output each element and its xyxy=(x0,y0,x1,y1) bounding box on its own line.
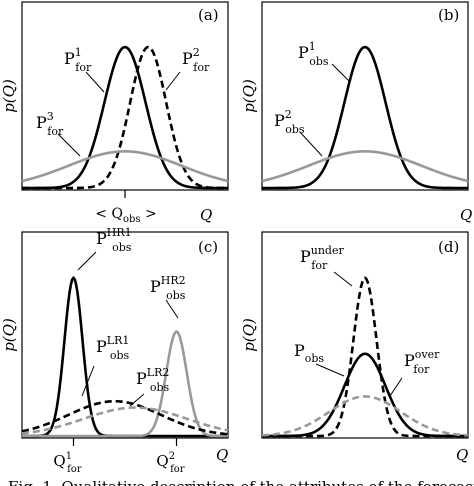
panel-a-series-1 xyxy=(22,45,228,190)
panel-a-series-2 xyxy=(21,150,229,183)
panel-c-series-3 xyxy=(21,406,229,435)
panel-c-xtick-label-0: Q1 for xyxy=(53,451,81,475)
panel-b-series-0 xyxy=(262,45,468,190)
panel-b-series-label-1: P2 obs xyxy=(274,108,305,136)
panel-c-leader-2 xyxy=(81,365,95,397)
panel-d-series-1 xyxy=(262,352,468,438)
panel-b-leader-0 xyxy=(331,63,351,83)
panel-b-label: (b) xyxy=(438,6,459,24)
panel-c-ylabel: p(Q) xyxy=(0,318,18,352)
panel-d-label: (d) xyxy=(438,238,459,256)
panel-a-leader-0 xyxy=(85,71,105,93)
panel-d-ylabel: p(Q) xyxy=(240,318,258,352)
panel-c-label: (c) xyxy=(198,238,218,256)
panel-b-series-1 xyxy=(261,150,469,183)
panel-c-series-label-1: PHR2 obs xyxy=(150,274,186,302)
panel-d-series-label-2: Pover for xyxy=(404,348,440,376)
panel-a-leader-2 xyxy=(57,133,81,157)
panel-d-series-label-0: Punder for xyxy=(300,244,344,272)
panel-c-series-label-3: PLR2 obs xyxy=(136,366,170,394)
panel-a-series-label-2: P3 for xyxy=(36,110,64,138)
panel-a-xlabel: Q xyxy=(200,206,212,224)
panel-b-frame xyxy=(261,1,469,191)
panel-b-series-label-0: P1 obs xyxy=(298,40,329,68)
panel-c-series-label-2: PLR1 obs xyxy=(96,334,130,362)
panel-c-xtick-label-1: Q2 for xyxy=(156,451,184,475)
panel-c-leader-0 xyxy=(77,251,97,271)
panel-c-xlabel: Q xyxy=(216,446,228,464)
panel-a-series-label-0: P1 for xyxy=(64,46,92,74)
panel-a-leader-1 xyxy=(165,71,181,91)
panel-c-series-2 xyxy=(21,399,229,436)
panel-a-label: (a) xyxy=(198,6,219,24)
panel-c-series-1 xyxy=(22,330,228,438)
figure-caption: Fig. 1. Qualitative description of the a… xyxy=(8,478,474,486)
panel-c-frame xyxy=(21,231,229,439)
panel-c-series-label-0: PHR1 obs xyxy=(96,226,132,254)
panel-d-leader-1 xyxy=(315,363,345,377)
panel-d-frame xyxy=(261,231,469,439)
panel-d-leader-2 xyxy=(389,377,403,397)
panel-c-leader-3 xyxy=(129,393,145,407)
panel-a-frame xyxy=(21,1,229,191)
panel-b-xlabel: Q xyxy=(460,206,472,224)
panel-d-series-label-1: Pobs xyxy=(294,341,324,365)
panel-a-series-label-1: P2 for xyxy=(182,46,210,74)
panel-d-series-2 xyxy=(261,395,469,437)
panel-d-leader-0 xyxy=(333,271,353,287)
panel-a-ylabel: p(Q) xyxy=(0,79,18,113)
panel-a-xtick-label: < Qobs > xyxy=(95,206,156,225)
panel-b-ylabel: p(Q) xyxy=(240,79,258,113)
panel-c-leader-1 xyxy=(165,299,179,319)
panel-d-xlabel: Q xyxy=(456,446,468,464)
panel-b-leader-1 xyxy=(299,131,323,157)
